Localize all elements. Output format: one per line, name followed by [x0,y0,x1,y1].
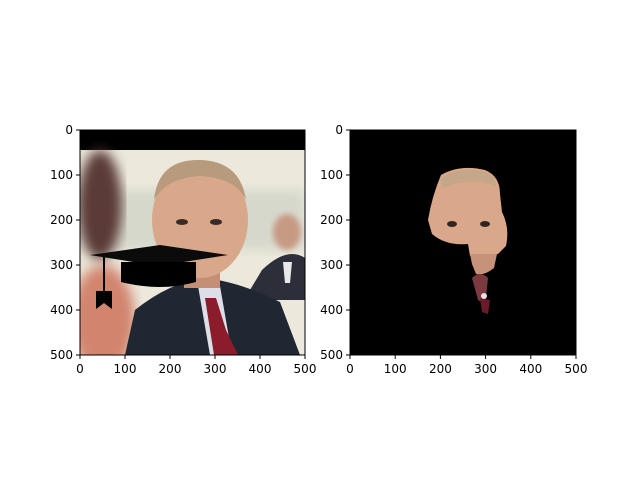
graduation-cap-icon [90,245,228,266]
right-x-tick-label: 500 [565,362,588,376]
left-y-tick-label: 300 [50,258,73,272]
masked-photo [350,130,576,355]
left-y-tick-label: 0 [65,123,73,137]
left-x-tick-label: 200 [159,362,182,376]
right-y-tick-label: 100 [320,168,343,182]
left-y-tick-label: 200 [50,213,73,227]
photo [80,130,305,355]
right-x-tick-label: 100 [384,362,407,376]
right-x-tick-label: 0 [346,362,354,376]
left-x-tick-label: 300 [204,362,227,376]
right-x-tick-label: 400 [519,362,542,376]
left-x-tick-label: 100 [114,362,137,376]
right-y-tick-label: 200 [320,213,343,227]
black-band [80,130,305,150]
right-y-tick-label: 400 [320,303,343,317]
left-y-tick-label: 100 [50,168,73,182]
left-y-tick-label: 400 [50,303,73,317]
masked-face [428,167,508,256]
right-y-tick-label: 300 [320,258,343,272]
left-x-tick-label: 0 [76,362,84,376]
right-x-tick-label: 300 [474,362,497,376]
left-axes-frame [79,129,306,356]
right-y-tick-label: 0 [335,123,343,137]
right-axes-frame [349,129,577,356]
left-x-tick-label: 400 [249,362,272,376]
left-y-tick-label: 500 [50,348,73,362]
right-x-tick-label: 200 [429,362,452,376]
left-x-tick-label: 500 [294,362,317,376]
tie [205,298,238,355]
right-y-tick-label: 500 [320,348,343,362]
